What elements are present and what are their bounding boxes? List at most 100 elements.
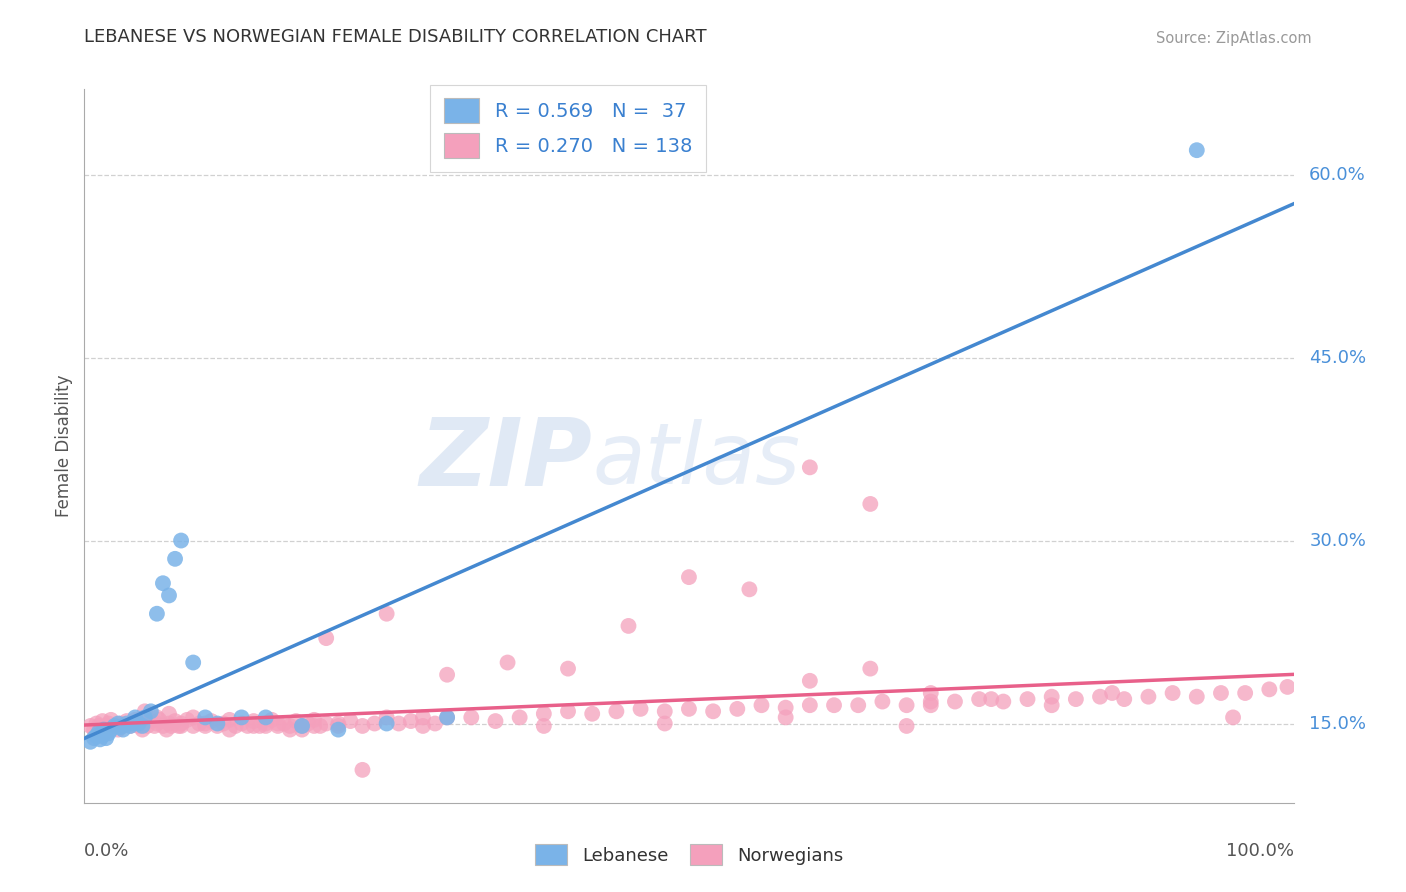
Point [399, 714, 422, 728]
Point [799, 460, 821, 475]
Point [1101, 686, 1123, 700]
Point [859, 662, 882, 676]
Point [152, 719, 174, 733]
Text: 60.0%: 60.0% [1309, 166, 1367, 184]
Point [91, 714, 114, 728]
Point [823, 698, 845, 713]
Point [1185, 690, 1208, 704]
Legend: Lebanese, Norwegians: Lebanese, Norwegians [527, 837, 851, 872]
Point [436, 667, 458, 681]
Point [920, 694, 942, 708]
Point [315, 631, 337, 645]
Point [309, 719, 332, 733]
Point [115, 716, 138, 731]
Point [1209, 686, 1232, 700]
Point [1064, 692, 1087, 706]
Point [273, 716, 295, 731]
Point [1017, 692, 1039, 706]
Point [375, 710, 398, 724]
Point [242, 719, 264, 733]
Point [1161, 686, 1184, 700]
Point [218, 723, 240, 737]
Point [654, 704, 676, 718]
Point [678, 570, 700, 584]
Point [94, 719, 117, 733]
Point [93, 723, 115, 737]
Point [112, 719, 135, 733]
Point [328, 723, 350, 737]
Point [328, 719, 350, 733]
Point [242, 714, 264, 728]
Point [799, 673, 821, 688]
Point [896, 719, 918, 733]
Text: 15.0%: 15.0% [1309, 714, 1367, 732]
Point [412, 710, 434, 724]
Point [557, 662, 579, 676]
Point [557, 704, 579, 718]
Point [100, 713, 122, 727]
Point [134, 716, 156, 731]
Point [260, 713, 283, 727]
Point [725, 702, 748, 716]
Point [249, 719, 271, 733]
Point [751, 698, 773, 713]
Point [181, 710, 204, 724]
Point [139, 714, 162, 728]
Point [181, 719, 204, 733]
Point [738, 582, 761, 597]
Point [143, 719, 166, 733]
Point [128, 716, 150, 731]
Point [388, 716, 411, 731]
Point [496, 656, 519, 670]
Point [859, 497, 882, 511]
Point [170, 533, 193, 548]
Point [423, 716, 446, 731]
Point [654, 716, 676, 731]
Text: Source: ZipAtlas.com: Source: ZipAtlas.com [1156, 31, 1312, 46]
Text: 100.0%: 100.0% [1226, 842, 1294, 860]
Point [120, 719, 142, 733]
Point [967, 692, 990, 706]
Point [254, 710, 277, 724]
Point [581, 706, 603, 721]
Point [160, 719, 183, 733]
Text: LEBANESE VS NORWEGIAN FEMALE DISABILITY CORRELATION CHART: LEBANESE VS NORWEGIAN FEMALE DISABILITY … [84, 29, 707, 46]
Point [605, 704, 627, 718]
Point [225, 719, 247, 733]
Point [278, 719, 301, 733]
Point [302, 719, 325, 733]
Point [207, 716, 229, 731]
Point [920, 698, 942, 713]
Point [115, 714, 138, 728]
Point [1234, 686, 1257, 700]
Point [79, 735, 101, 749]
Point [112, 723, 135, 737]
Point [167, 719, 190, 733]
Point [302, 713, 325, 727]
Y-axis label: Female Disability: Female Disability [55, 375, 73, 517]
Point [121, 716, 143, 731]
Point [533, 719, 555, 733]
Point [436, 710, 458, 724]
Point [131, 723, 153, 737]
Point [107, 723, 129, 737]
Point [339, 714, 361, 728]
Point [170, 719, 193, 733]
Point [165, 714, 187, 728]
Point [89, 732, 111, 747]
Point [134, 710, 156, 724]
Point [104, 719, 127, 733]
Point [617, 619, 640, 633]
Point [104, 719, 127, 733]
Point [231, 716, 253, 731]
Point [188, 716, 211, 731]
Point [91, 729, 114, 743]
Point [846, 698, 869, 713]
Point [1222, 710, 1244, 724]
Point [375, 716, 398, 731]
Point [231, 710, 253, 724]
Point [460, 710, 482, 724]
Point [267, 719, 290, 733]
Point [157, 706, 180, 721]
Point [181, 656, 204, 670]
